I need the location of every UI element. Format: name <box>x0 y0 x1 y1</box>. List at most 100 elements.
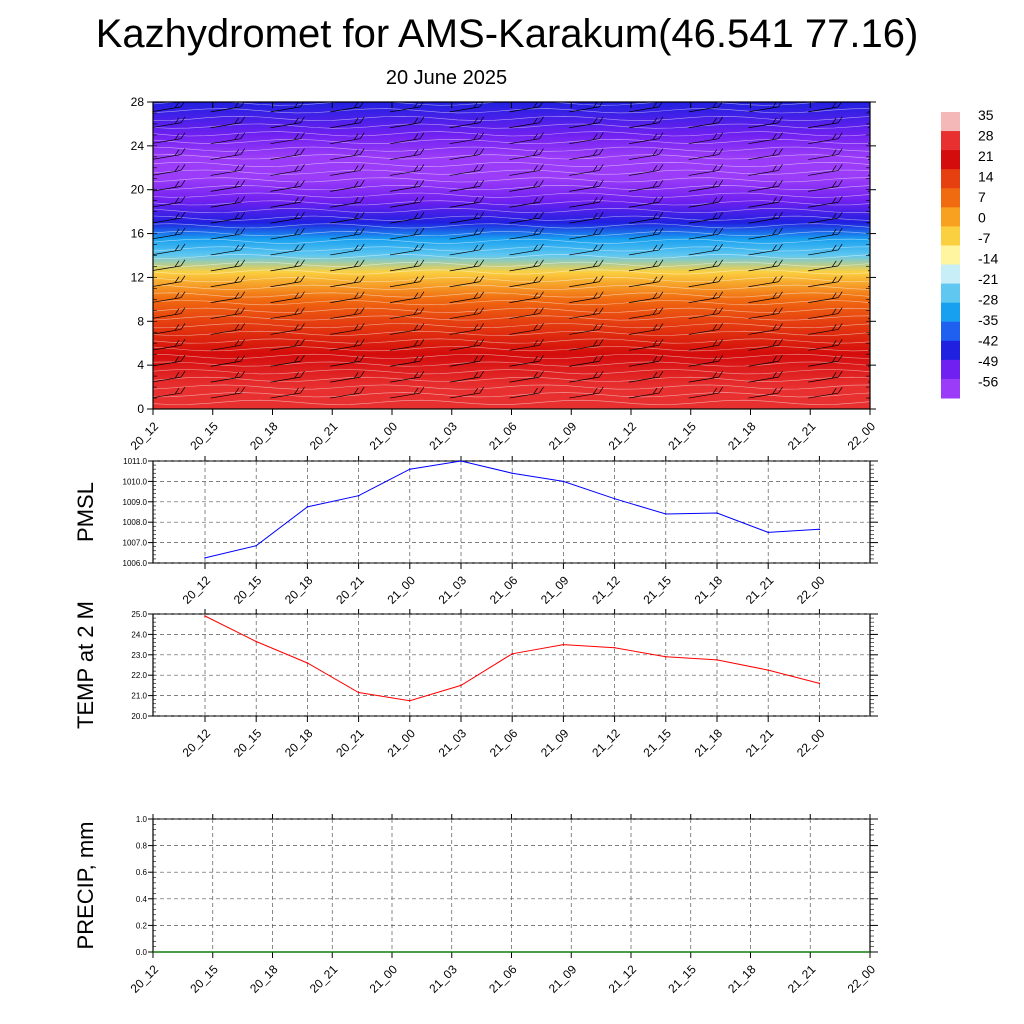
data-point <box>255 544 257 547</box>
wind-barb <box>270 148 305 160</box>
wind-barb <box>688 243 724 256</box>
wind-barb <box>389 355 425 367</box>
contour-line <box>153 323 870 329</box>
wind-barb <box>748 102 783 113</box>
wind-barb <box>509 355 544 367</box>
contour-line <box>153 138 870 145</box>
y-tick-label: 8 <box>137 314 144 328</box>
wind-barb <box>688 102 723 113</box>
wind-barb <box>389 386 425 399</box>
wind-barb <box>210 211 246 224</box>
wind-barb <box>748 164 783 176</box>
colorbar-segment <box>941 169 960 189</box>
grid-lines <box>153 818 870 953</box>
x-tick-label: 21_15 <box>665 962 699 996</box>
wind-barb <box>153 307 186 319</box>
data-point <box>255 640 257 643</box>
wind-barb <box>748 323 783 335</box>
wind-barb <box>509 243 544 256</box>
wind-barb <box>688 323 724 335</box>
wind-barb <box>210 339 246 351</box>
x-tick-label: 21_18 <box>692 573 726 607</box>
wind-barb <box>330 386 365 399</box>
wind-barb <box>569 196 604 208</box>
wind-barb <box>628 196 664 208</box>
wind-barb <box>270 386 305 399</box>
wind-barb <box>449 339 485 351</box>
y-tick-label: 16 <box>131 227 145 241</box>
data-point <box>767 531 769 534</box>
contour-line <box>153 376 870 382</box>
wind-barb <box>628 307 664 319</box>
colorbar-segment <box>941 321 960 342</box>
wind-barb <box>628 259 664 272</box>
contour-line <box>153 369 870 375</box>
x-tick-label: 20_12 <box>128 962 162 996</box>
wind-barb <box>389 132 425 145</box>
wind-barb <box>748 132 783 145</box>
wind-barb <box>688 211 724 224</box>
wind-barb <box>867 142 870 145</box>
data-point <box>409 699 411 702</box>
wind-barb <box>509 339 544 351</box>
wind-barb <box>748 196 783 208</box>
wind-barb <box>153 148 186 160</box>
y-tick-label: 1006.0 <box>123 559 148 568</box>
wind-barb <box>210 180 246 192</box>
wind-barb <box>330 132 365 145</box>
wind-barb <box>569 102 603 113</box>
wind-barb <box>867 222 870 224</box>
x-tick-label: 21_09 <box>538 573 572 607</box>
wind-barb <box>389 102 424 113</box>
wind-barb <box>330 259 365 272</box>
colorbar-segment <box>941 378 960 399</box>
wind-barb <box>509 386 544 399</box>
data-point <box>818 528 821 531</box>
contour-line <box>153 238 870 244</box>
wind-barb <box>569 132 604 145</box>
wind-barb <box>210 370 246 383</box>
x-tick-label: 21_12 <box>606 962 640 996</box>
data-point <box>665 513 667 515</box>
colorbar-label: 14 <box>978 169 994 185</box>
colorbar-label: 7 <box>978 189 986 205</box>
colorbar-segment <box>941 150 960 170</box>
wind-barb <box>867 349 870 351</box>
wind-barb <box>270 339 305 351</box>
wind-barb <box>867 270 870 272</box>
colorbar-label: -56 <box>978 374 998 390</box>
x-tick-label: 20_15 <box>187 419 221 453</box>
x-tick-label: 21_03 <box>426 962 460 996</box>
wind-barb <box>449 196 485 208</box>
colorbar-segment <box>941 112 960 132</box>
wind-barb <box>210 323 246 335</box>
wind-barb <box>569 243 604 256</box>
y-tick-label: 1007.0 <box>123 539 148 548</box>
wind-barb <box>449 355 485 367</box>
wind-barb <box>569 148 604 160</box>
wind-barb <box>449 307 485 319</box>
y-tick-label: 23.0 <box>131 651 147 660</box>
wind-barb <box>210 355 246 367</box>
wind-barb <box>509 102 544 113</box>
wind-barb <box>748 291 783 303</box>
wind-barb <box>330 102 364 113</box>
contour-line <box>153 192 870 198</box>
y-tick-label: 22.0 <box>131 671 147 680</box>
data-point <box>409 468 411 470</box>
wind-barb <box>748 355 783 367</box>
wind-barb <box>688 116 724 129</box>
contour-line <box>153 330 870 336</box>
wind-barb <box>569 275 604 288</box>
wind-barb <box>748 227 783 240</box>
wind-barb <box>509 275 544 288</box>
chart-subtitle: 20 June 2025 <box>385 67 508 89</box>
y-tick-label: 0.6 <box>136 868 148 877</box>
contour-line <box>153 154 870 160</box>
wind-barb <box>210 386 246 399</box>
temperature-cross-section: 0 4 8 12 16 20 24 28 20_12 20_15 20_18 20_21 21_00 21… <box>128 95 879 453</box>
wind-barb <box>867 158 870 160</box>
wind-barb <box>330 339 365 351</box>
x-tick-label: 21_03 <box>426 419 460 453</box>
